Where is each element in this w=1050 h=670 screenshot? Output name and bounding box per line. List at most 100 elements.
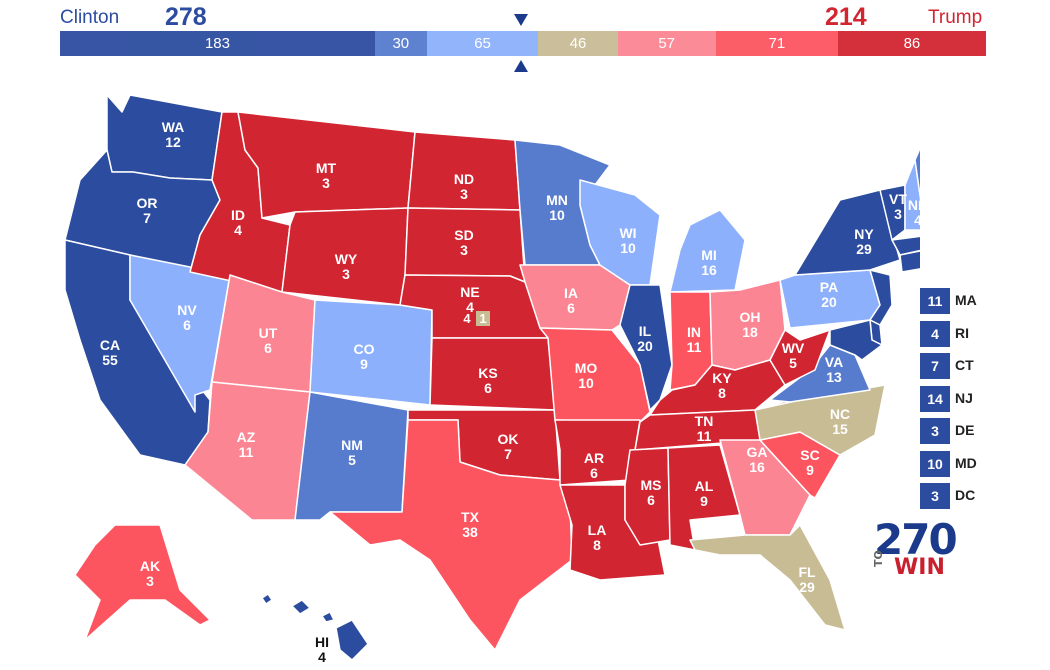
state-IL[interactable]	[619, 284, 673, 411]
state-label-tx: TX	[461, 509, 480, 525]
state-CT[interactable]	[899, 250, 920, 273]
state-label-wv: WV	[782, 340, 805, 356]
state-label-tn: TN	[695, 413, 714, 429]
us-electoral-map: WA12OR7CA55NV6ID4MT3WY3UT6AZ11CO9NM5ND3S…	[64, 94, 920, 665]
state-HI[interactable]	[261, 593, 369, 661]
state-MA[interactable]	[891, 235, 920, 256]
majority-marker-bottom-icon	[514, 60, 528, 72]
state-ev-ga: 16	[749, 459, 765, 475]
state-label-mt: MT	[316, 160, 337, 176]
state-ev-pa: 20	[821, 294, 837, 310]
state-AK[interactable]	[74, 524, 211, 641]
dem-candidate-name: Clinton	[60, 7, 120, 28]
state-label-sc: SC	[800, 447, 819, 463]
state-label-ak: AK	[140, 558, 160, 574]
state-ev-il: 20	[637, 338, 653, 354]
state-ev-in: 11	[687, 339, 702, 355]
state-ev-co: 9	[360, 356, 368, 372]
bar-segment-safe-rep: 86	[837, 31, 986, 56]
small-state-abbr: DE	[955, 422, 975, 438]
ne-district-label: 1	[479, 311, 486, 326]
state-ev-ak: 3	[146, 573, 154, 589]
state-label-vt: VT	[889, 191, 907, 207]
small-state-ev-box[interactable]: 14	[920, 385, 950, 412]
state-TX[interactable]	[329, 419, 573, 651]
state-ev-ms: 6	[647, 492, 655, 508]
state-ev-tn: 11	[697, 428, 712, 444]
state-ev-sc: 9	[806, 462, 814, 478]
state-ev-ky: 8	[718, 385, 726, 401]
state-label-ms: MS	[641, 477, 662, 493]
small-state-ri[interactable]: 4 RI	[920, 320, 1040, 347]
state-ev-tx: 38	[462, 524, 478, 540]
state-ev-ut: 6	[264, 340, 272, 356]
state-label-pa: PA	[820, 279, 838, 295]
small-state-ev-box[interactable]: 10	[920, 450, 950, 477]
state-label-ga: GA	[747, 444, 768, 460]
state-NH[interactable]	[904, 159, 920, 231]
state-ev-ia: 6	[567, 300, 575, 316]
state-ev-ne: 4	[466, 299, 474, 315]
small-state-abbr: MA	[955, 292, 977, 308]
bar-segment-lean-rep: 57	[617, 31, 716, 56]
small-state-ev-box[interactable]: 4	[920, 320, 950, 347]
state-label-ks: KS	[478, 365, 497, 381]
small-state-abbr: CT	[955, 357, 974, 373]
state-ev-wi: 10	[620, 240, 636, 256]
state-label-ut: UT	[259, 325, 278, 341]
small-state-abbr: NJ	[955, 389, 973, 406]
state-label-wi: WI	[619, 225, 636, 241]
state-label-la: LA	[588, 522, 607, 538]
state-ev-fl: 29	[799, 579, 815, 595]
state-ev-nh: 4	[914, 212, 920, 228]
state-label-ar: AR	[584, 450, 604, 466]
state-ev-mo: 10	[578, 375, 594, 391]
state-label-id: ID	[231, 207, 245, 223]
state-ev-ok: 7	[504, 446, 512, 462]
state-AR[interactable]	[554, 419, 641, 486]
small-state-ev-box[interactable]: 11	[920, 288, 950, 314]
state-label-ca: CA	[100, 337, 120, 353]
state-label-nm: NM	[341, 437, 363, 453]
state-label-or: OR	[137, 195, 158, 211]
state-label-il: IL	[639, 323, 652, 339]
state-label-co: CO	[354, 341, 375, 357]
state-label-va: VA	[825, 354, 843, 370]
state-label-az: AZ	[237, 429, 256, 445]
state-label-mo: MO	[575, 360, 598, 376]
site-logo[interactable]: 270 TO WIN	[870, 515, 958, 585]
state-label-sd: SD	[454, 227, 473, 243]
small-state-ev-box[interactable]: 7	[920, 353, 950, 379]
state-ev-nd: 3	[460, 186, 468, 202]
state-ev-ca: 55	[102, 352, 118, 368]
state-ME[interactable]	[914, 122, 920, 232]
small-state-ev-box[interactable]: 3	[920, 418, 950, 444]
logo-number: 270	[874, 515, 958, 564]
state-ev-mt: 3	[322, 175, 330, 191]
small-state-dc[interactable]: 3 DC	[920, 483, 1040, 509]
state-label-mn: MN	[546, 192, 568, 208]
state-label-wy: WY	[335, 251, 358, 267]
small-state-ma[interactable]: 11 MA	[920, 288, 1040, 314]
small-state-nj[interactable]: 14 NJ	[920, 385, 1040, 412]
small-state-ev-box[interactable]: 3	[920, 483, 950, 509]
state-label-fl: FL	[798, 564, 816, 580]
state-FL[interactable]	[689, 524, 846, 631]
state-label-in: IN	[687, 324, 701, 340]
ne-district-box[interactable]	[476, 311, 490, 326]
small-state-de[interactable]: 3 DE	[920, 418, 1040, 444]
logo-win: WIN	[894, 555, 945, 580]
bar-segment-safe-dem: 183	[60, 31, 375, 56]
small-state-ct[interactable]: 7 CT	[920, 353, 1040, 379]
small-state-md[interactable]: 10 MD	[920, 450, 1040, 477]
state-MD[interactable]	[829, 319, 883, 361]
state-ev-id: 4	[234, 222, 242, 238]
state-label-oh: OH	[740, 309, 761, 325]
rep-electoral-total: 214	[825, 3, 867, 31]
state-MO[interactable]	[539, 327, 651, 423]
logo-to: TO	[872, 550, 885, 567]
bar-segment-likely-dem: 30	[374, 31, 427, 56]
small-state-abbr: DC	[955, 487, 976, 503]
state-AL[interactable]	[667, 444, 741, 551]
state-ev-la: 8	[593, 537, 601, 553]
